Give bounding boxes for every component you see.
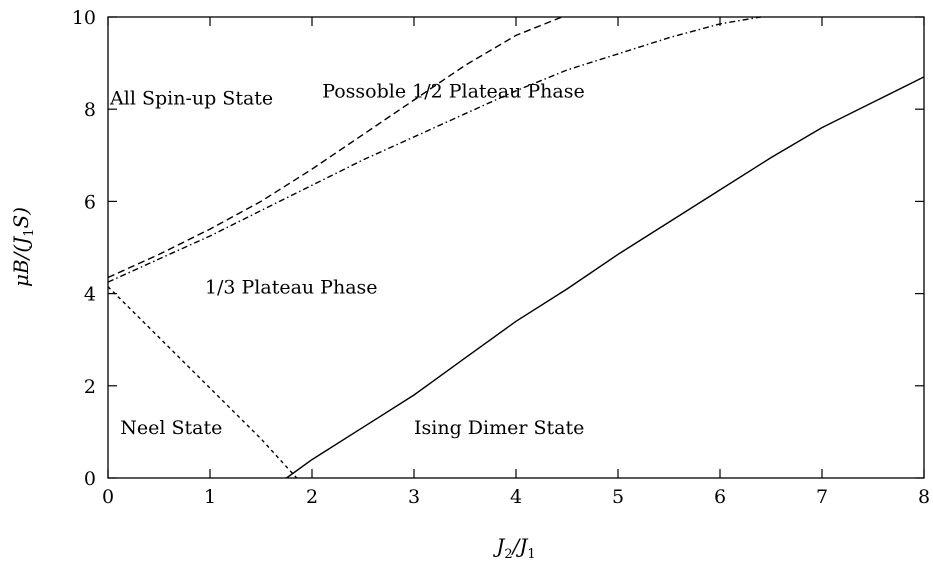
x-tick-label: 1 <box>204 486 216 508</box>
y-tick-label: 10 <box>72 7 96 29</box>
region-label: All Spin-up State <box>109 88 273 110</box>
series-layer <box>107 16 925 479</box>
x-tick-label: 3 <box>408 486 420 508</box>
y-tick-label: 4 <box>84 284 96 306</box>
series-line-dashed <box>107 16 563 279</box>
x-tick-label: 4 <box>510 486 522 508</box>
axis-ticks <box>107 16 925 479</box>
y-axis-label: μB/(J1S) <box>9 207 37 287</box>
series-line-dotted <box>107 286 298 479</box>
series-line-dash-dot <box>107 16 761 283</box>
region-label: 1/3 Plateau Phase <box>205 277 378 299</box>
y-tick-label: 0 <box>84 468 96 490</box>
x-tick-label: 8 <box>918 486 930 508</box>
x-tick-label: 2 <box>306 486 318 508</box>
y-tick-label: 6 <box>84 191 96 213</box>
region-label: Neel State <box>120 417 222 439</box>
axis-tick-labels: 0 1 2 3 4 5 6 7 8 0 2 4 6 8 10 <box>72 7 930 508</box>
region-label: Ising Dimer State <box>414 417 584 439</box>
region-label: Possoble 1/2 Plateau Phase <box>322 81 585 103</box>
x-axis-label: J2/J1 <box>492 534 535 562</box>
x-tick-label: 0 <box>102 486 114 508</box>
y-tick-label: 2 <box>84 376 96 398</box>
series-line-solid <box>286 76 925 479</box>
x-tick-label: 7 <box>816 486 828 508</box>
annotation-layer: All Spin-up State Possoble 1/2 Plateau Ph… <box>109 81 585 440</box>
x-tick-label: 5 <box>612 486 624 508</box>
x-tick-label: 6 <box>714 486 726 508</box>
y-tick-label: 8 <box>84 99 96 121</box>
